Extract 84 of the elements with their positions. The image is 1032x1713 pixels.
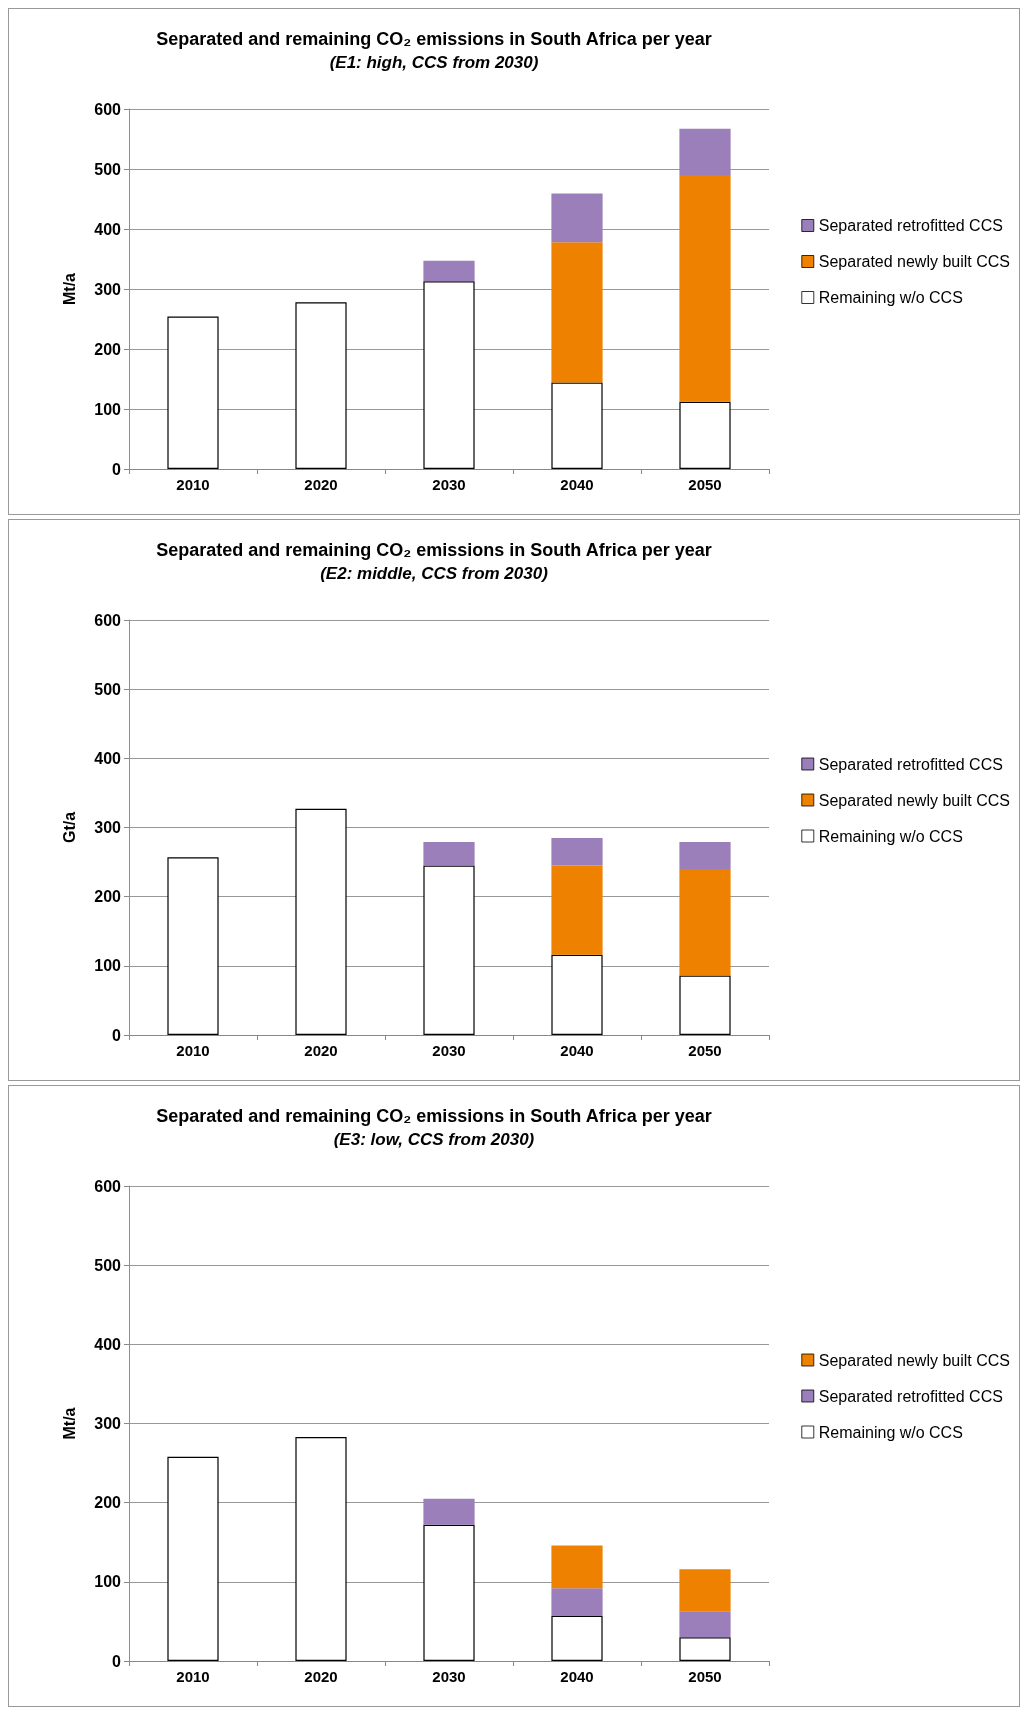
y-tick-label: 400 <box>94 1335 122 1353</box>
x-tick-label: 2030 <box>432 476 466 493</box>
bar <box>423 865 475 1035</box>
x-tick-label: 2030 <box>432 1668 466 1685</box>
y-tick-label: 100 <box>94 1573 122 1591</box>
x-tick-label: 2030 <box>432 1042 466 1059</box>
legend-label: Remaining w/o CCS <box>818 1423 963 1441</box>
bar <box>551 1615 603 1661</box>
y-axis-title: Mt/a <box>60 272 78 305</box>
y-axis-title: Gt/a <box>60 811 78 844</box>
y-tick-label: 0 <box>112 1652 122 1670</box>
x-tick-label: 2040 <box>560 1668 594 1685</box>
x-tick-label: 2020 <box>304 1042 338 1059</box>
y-tick-label: 100 <box>94 400 122 418</box>
legend-label: Remaining w/o CCS <box>818 827 963 845</box>
chart-title: Separated and remaining CO₂ emissions in South Africa per year <box>156 29 712 49</box>
x-tick-label: 2050 <box>688 476 722 493</box>
x-tick-label: 2010 <box>176 1042 210 1059</box>
x-tick-label: 2050 <box>688 1042 722 1059</box>
x-tick-label: 2010 <box>176 476 210 493</box>
y-tick-label: 600 <box>94 611 122 629</box>
y-tick-label: 300 <box>94 1415 122 1432</box>
y-tick-label: 0 <box>112 1026 122 1044</box>
bar <box>295 1436 347 1661</box>
bar <box>423 842 475 866</box>
bar <box>679 1569 731 1612</box>
bar <box>679 128 731 175</box>
x-tick-label: 2050 <box>688 1668 722 1685</box>
chart-title: Separated and remaining CO₂ emissions in South Africa per year <box>156 540 712 560</box>
bar <box>679 1637 731 1661</box>
y-tick-label: 600 <box>94 1177 122 1195</box>
y-tick-label: 600 <box>94 100 122 118</box>
x-tick-label: 2040 <box>560 1042 594 1059</box>
bar <box>295 808 347 1035</box>
legend-label: Separated retrofitted CCS <box>818 1387 1003 1405</box>
bar <box>295 302 347 469</box>
y-tick-label: 500 <box>94 1256 122 1274</box>
y-tick-label: 100 <box>94 957 122 975</box>
bar <box>551 193 603 243</box>
bar <box>423 260 475 282</box>
legend-label: Separated newly built CCS <box>818 791 1011 809</box>
x-tick-label: 2010 <box>176 1668 210 1685</box>
chart-subtitle: (E1: high, CCS from 2030) <box>329 53 539 72</box>
bar <box>551 1588 603 1616</box>
bar <box>679 975 731 1035</box>
legend-label: Separated retrofitted CCS <box>818 217 1003 234</box>
bar <box>679 842 731 869</box>
bar <box>551 242 603 383</box>
bar <box>167 1456 219 1661</box>
bar <box>423 1524 475 1661</box>
bar <box>551 954 603 1035</box>
y-tick-label: 400 <box>94 749 122 767</box>
legend-label: Remaining w/o CCS <box>818 289 963 306</box>
bar <box>167 857 219 1035</box>
bar <box>551 1545 603 1589</box>
y-tick-label: 500 <box>94 680 122 698</box>
bar <box>423 1498 475 1525</box>
bar <box>679 175 731 402</box>
legend-label: Separated retrofitted CCS <box>818 755 1003 773</box>
y-tick-label: 500 <box>94 160 122 178</box>
y-axis-title: Mt/a <box>60 1407 78 1440</box>
bar <box>551 865 603 955</box>
chart-title: Separated and remaining CO₂ emissions in South Africa per year <box>156 1106 712 1126</box>
legend-label: Separated newly built CCS <box>818 1351 1011 1369</box>
y-tick-label: 200 <box>94 340 122 358</box>
x-tick-label: 2040 <box>560 476 594 493</box>
y-tick-label: 200 <box>94 888 122 906</box>
bar <box>679 401 731 469</box>
x-tick-label: 2020 <box>304 1668 338 1685</box>
bar <box>679 1611 731 1638</box>
chart-subtitle: (E3: low, CCS from 2030) <box>333 1130 535 1149</box>
y-tick-label: 300 <box>94 280 122 298</box>
bar <box>679 869 731 976</box>
y-tick-label: 400 <box>94 220 122 238</box>
chart-subtitle: (E2: middle, CCS from 2030) <box>320 564 549 583</box>
bar <box>551 382 603 469</box>
bar <box>551 837 603 866</box>
y-tick-label: 200 <box>94 1494 122 1512</box>
y-tick-label: 0 <box>112 460 122 478</box>
x-tick-label: 2020 <box>304 476 338 493</box>
legend-label: Separated newly built CCS <box>818 253 1011 270</box>
y-tick-label: 300 <box>94 819 122 836</box>
bar <box>423 281 475 469</box>
bar <box>167 316 219 469</box>
